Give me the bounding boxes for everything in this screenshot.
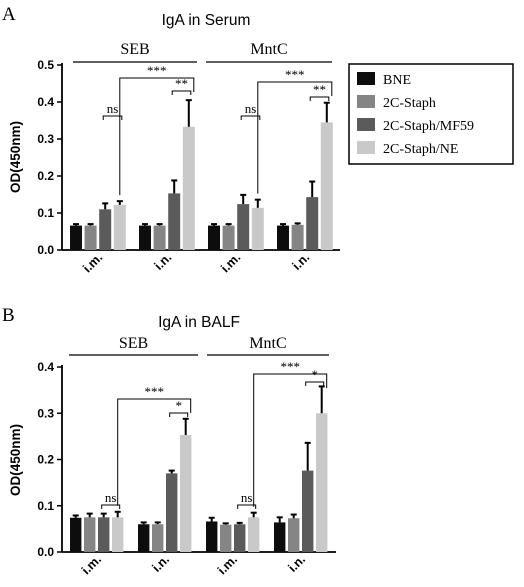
panel-b-bar [288, 518, 300, 552]
panel-b-bar [234, 524, 246, 552]
panel-a-x-category-label: i.n. [290, 250, 313, 273]
panel-b-bar [274, 522, 286, 552]
panel-b-significance-bracket [101, 504, 121, 509]
panel-a-chart: 0.0 0.1 0.2 0.3 0.4 0.5 OD(450nm) SEB MntC i.m. i.… [8, 41, 340, 275]
panel-b-bar [206, 521, 218, 552]
panel-a-significance-label: *** [147, 63, 167, 78]
panel-a-significance-bracket [171, 90, 192, 95]
panel-a-x-category-label: i.n. [152, 250, 175, 273]
panel-a-bar [84, 225, 97, 250]
panel-b-bar [220, 524, 232, 552]
panel-b-chart: 0.0 0.1 0.2 0.3 0.4 OD(450nm) SEB MntC i.m. i.n. i… [8, 335, 336, 577]
panel-b-title: IgA in BALF [158, 314, 240, 331]
panel-b-bar [166, 473, 178, 552]
panel-a-ytick-label: 0.1 [37, 206, 54, 220]
panel-a-bar [182, 126, 195, 250]
panel-b-ytick-label: 0.1 [37, 499, 54, 513]
panel-b-bar [138, 524, 150, 552]
legend-swatch-bne [357, 72, 375, 85]
panel-a-bar [113, 204, 126, 250]
legend-label-2c-staph-mf59: 2C-Staph/MF59 [383, 119, 474, 134]
panel-a-bar [237, 204, 250, 250]
panel-b-significance-label: ns [105, 490, 117, 505]
panel-a-significance-bracket [102, 115, 123, 120]
panel-a-bar [139, 225, 151, 250]
panel-a-bar [306, 197, 319, 250]
panel-a-significance-label: ns [107, 101, 119, 116]
panel-a-significance-label: ** [175, 76, 188, 91]
legend-label-2c-staph: 2C-Staph [383, 96, 436, 111]
panel-b-bar [316, 413, 328, 552]
panel-b-significance-bracket [169, 412, 189, 417]
panel-b-x-category-label: i.m. [79, 552, 104, 577]
panel-b-y-axis-label: OD(450nm) [8, 424, 23, 496]
panel-a-bar [291, 224, 304, 250]
panel-a-bar [208, 225, 220, 250]
panel-a-ytick-label: 0.4 [37, 95, 54, 109]
panel-a-x-category-label: i.m. [80, 250, 105, 275]
panel-a-bar [277, 225, 289, 250]
panel-a-ytick-label: 0.2 [37, 169, 54, 183]
panel-b-significance-label: * [175, 398, 182, 413]
panel-b-bar [248, 517, 260, 552]
panel-a-group-label: SEB [120, 41, 149, 58]
legend-label-bne: BNE [383, 73, 411, 88]
panel-a-significance-bracket [257, 81, 333, 194]
panel-a-bar [320, 122, 333, 250]
panel-b-ytick-label: 0.3 [37, 406, 54, 420]
panel-b-bar [302, 470, 314, 552]
panel-b-ytick-label: 0.2 [37, 453, 54, 467]
panel-a-ytick-label: 0.5 [37, 58, 54, 72]
panel-a-x-category-label: i.m. [218, 250, 243, 275]
panel-a-group-label: MntC [250, 41, 287, 58]
panel-b-bar [180, 434, 192, 552]
legend: BNE 2C-Staph 2C-Staph/MF59 2C-Staph/NE [348, 63, 514, 165]
panel-a-significance-label: ns [245, 101, 257, 116]
panel-b-significance-label: ns [241, 490, 253, 505]
panel-b-group-label: MntC [249, 335, 286, 352]
panel-b-significance-label: *** [280, 359, 300, 374]
panel-a-bar [251, 207, 264, 250]
panel-b-bar [70, 517, 82, 552]
legend-swatch-2c-staph [357, 95, 375, 108]
panel-b-x-category-label: i.m. [215, 552, 240, 577]
legend-swatch-2c-staph-ne [357, 141, 375, 154]
panel-a-bar [70, 225, 82, 250]
panel-b-x-category-label: i.n. [285, 552, 308, 575]
panel-a-bar [99, 209, 112, 250]
panel-a-significance-bracket [240, 115, 261, 120]
panel-a-significance-bracket [309, 96, 330, 101]
panel-a-significance-label: *** [285, 67, 305, 82]
panel-a-bar [153, 225, 166, 250]
panel-b-letter: B [2, 305, 15, 326]
panel-b-bar [112, 517, 124, 552]
panel-b-bar [152, 524, 164, 552]
panel-b-significance-bracket [305, 381, 325, 386]
panel-a-bar [222, 225, 235, 250]
panel-a-letter: A [2, 4, 16, 25]
panel-a-significance-bracket [119, 77, 195, 196]
panel-a-ytick-label: 0.3 [37, 132, 54, 146]
panel-b-ytick-label: 0.0 [37, 545, 54, 559]
panel-b-significance-bracket [117, 398, 192, 506]
panel-b-significance-bracket [253, 373, 328, 507]
panel-b-x-category-label: i.n. [149, 552, 172, 575]
panel-a-ytick-label: 0.0 [37, 243, 54, 257]
panel-a-title: IgA in Serum [162, 12, 251, 29]
panel-a-significance-label: ** [313, 82, 326, 97]
panel-a-bar [168, 193, 181, 250]
panel-b-bar [98, 517, 110, 552]
panel-b-significance-label: *** [144, 384, 164, 399]
legend-label-2c-staph-ne: 2C-Staph/NE [383, 142, 458, 157]
legend-swatch-2c-staph-mf59 [357, 118, 375, 131]
panel-b-ytick-label: 0.4 [37, 360, 54, 374]
panel-a-y-axis-label: OD(450nm) [8, 121, 23, 193]
panel-b-bar [84, 517, 96, 552]
panel-b-group-label: SEB [119, 335, 148, 352]
legend-frame [348, 63, 514, 165]
panel-b-significance-bracket [237, 504, 257, 509]
